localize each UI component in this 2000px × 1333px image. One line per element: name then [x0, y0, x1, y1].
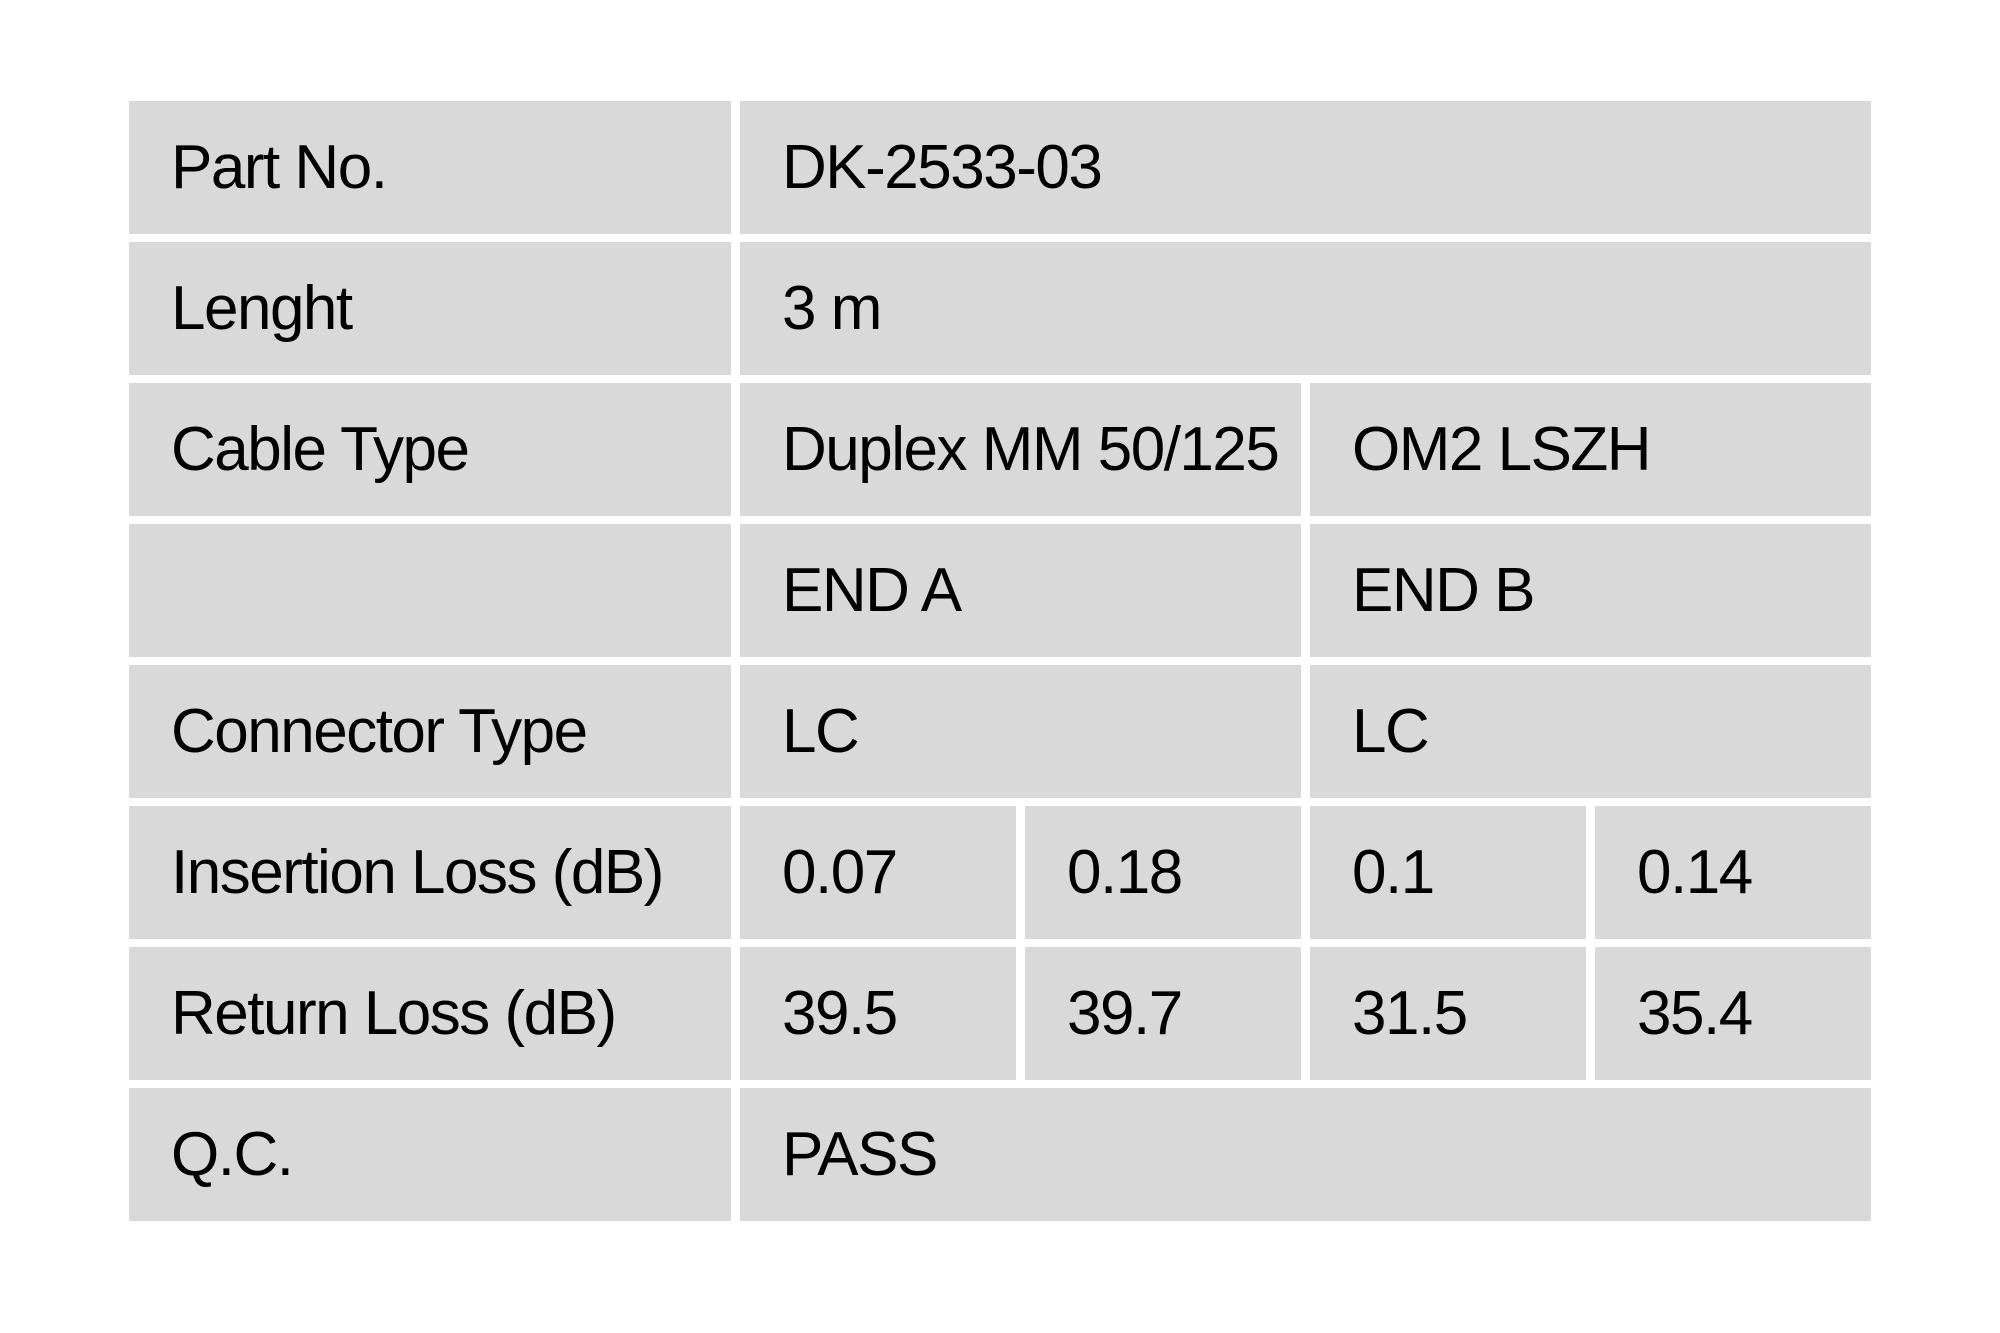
length-value-cell: 3 m	[740, 242, 1871, 375]
return-loss-value-cell: 35.4	[1595, 947, 1871, 1080]
ends-value-cell: END A	[740, 524, 1301, 657]
insertion-loss-value-cell: 0.1	[1310, 806, 1586, 939]
insertion-loss-label-cell: Insertion Loss (dB)	[129, 806, 731, 939]
connector-type-value-cell: LC	[1310, 665, 1871, 798]
cable-type-value: Duplex MM 50/125	[782, 415, 1280, 484]
ends-value-cell: END B	[1310, 524, 1871, 657]
length-value: 3 m	[782, 274, 882, 343]
qc-value: PASS	[782, 1120, 938, 1189]
cable-type-value-cell: Duplex MM 50/125	[740, 383, 1301, 516]
qc-label: Q.C.	[171, 1120, 294, 1189]
insertion-loss-value: 0.14	[1637, 838, 1753, 907]
return-loss-value: 35.4	[1637, 979, 1753, 1048]
part-no-label-cell: Part No.	[129, 101, 731, 234]
return-loss-value-cell: 31.5	[1310, 947, 1586, 1080]
part-no-label: Part No.	[171, 133, 388, 202]
return-loss-label-cell: Return Loss (dB)	[129, 947, 731, 1080]
insertion-loss-value: 0.07	[782, 838, 898, 907]
cable-type-value-cell: OM2 LSZH	[1310, 383, 1871, 516]
cable-type-value: OM2 LSZH	[1352, 415, 1652, 484]
return-loss-value: 31.5	[1352, 979, 1468, 1048]
connector-type-label: Connector Type	[171, 697, 588, 766]
insertion-loss-value-cell: 0.18	[1025, 806, 1301, 939]
connector-type-label-cell: Connector Type	[129, 665, 731, 798]
qc-label-cell: Q.C.	[129, 1088, 731, 1221]
insertion-loss-value: 0.18	[1067, 838, 1183, 907]
return-loss-label: Return Loss (dB)	[171, 979, 617, 1048]
length-label: Lenght	[171, 274, 353, 343]
length-label-cell: Lenght	[129, 242, 731, 375]
connector-type-value: LC	[1352, 697, 1430, 766]
return-loss-value-cell: 39.7	[1025, 947, 1301, 1080]
insertion-loss-value-cell: 0.14	[1595, 806, 1871, 939]
cable-type-label: Cable Type	[171, 415, 470, 484]
return-loss-value: 39.7	[1067, 979, 1183, 1048]
part-no-value: DK-2533-03	[782, 133, 1103, 202]
insertion-loss-value-cell: 0.07	[740, 806, 1016, 939]
insertion-loss-value: 0.1	[1352, 838, 1435, 907]
return-loss-value-cell: 39.5	[740, 947, 1016, 1080]
connector-type-value: LC	[782, 697, 860, 766]
ends-label-cell	[129, 524, 731, 657]
spec-table: Part No. DK-2533-03 Lenght 3 m Cable Type Dup…	[129, 101, 1871, 1221]
cable-type-label-cell: Cable Type	[129, 383, 731, 516]
insertion-loss-label: Insertion Loss (dB)	[171, 838, 664, 907]
ends-value: END A	[782, 556, 962, 625]
connector-type-value-cell: LC	[740, 665, 1301, 798]
return-loss-value: 39.5	[782, 979, 898, 1048]
ends-value: END B	[1352, 556, 1535, 625]
qc-value-cell: PASS	[740, 1088, 1871, 1221]
part-no-value-cell: DK-2533-03	[740, 101, 1871, 234]
